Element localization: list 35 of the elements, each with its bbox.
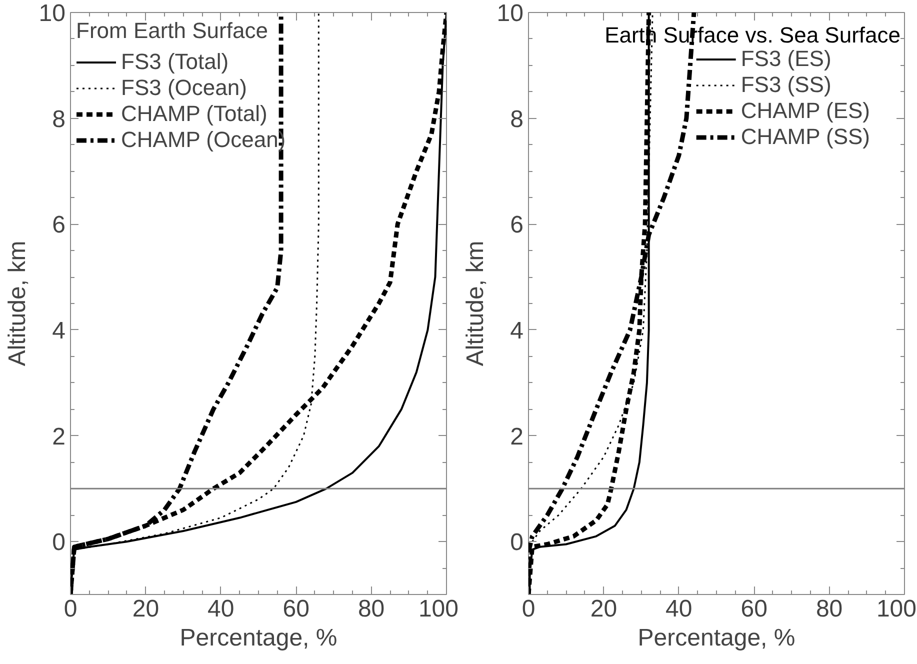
- y-tick-label: 6: [510, 212, 524, 239]
- y-tick-label: 8: [52, 106, 66, 133]
- x-tick-label: 40: [208, 596, 234, 622]
- x-tick-label: 100: [876, 596, 917, 622]
- legend-label: CHAMP (ES): [740, 98, 870, 124]
- x-axis-title: Percentage, %: [180, 624, 338, 652]
- legend-label: CHAMP (Ocean): [121, 127, 286, 153]
- x-tick-label: 80: [358, 596, 385, 622]
- y-tick-label: 8: [510, 106, 524, 133]
- legend-label: FS3 (ES): [740, 46, 832, 72]
- legend-label: FS3 (Total): [121, 49, 229, 75]
- y-tick-label: 4: [52, 317, 66, 344]
- legend-label: FS3 (Ocean): [121, 75, 247, 101]
- y-tick-label: 10: [38, 0, 66, 27]
- y-axis-title: Altitude, km: [462, 240, 489, 366]
- y-tick-label: 0: [510, 529, 524, 556]
- x-tick-label: 60: [282, 596, 310, 622]
- x-tick-label: 20: [590, 596, 618, 622]
- legend-label: FS3 (SS): [740, 72, 832, 98]
- y-tick-label: 0: [52, 529, 66, 556]
- x-tick-label: 40: [666, 596, 692, 622]
- x-tick-label: 20: [132, 596, 160, 622]
- y-axis-title: Altitude, km: [4, 240, 31, 366]
- y-tick-label: 6: [52, 212, 66, 239]
- y-tick-label: 2: [510, 423, 524, 450]
- y-tick-label: 10: [496, 0, 524, 27]
- x-axis-title: Percentage, %: [638, 624, 796, 652]
- x-tick-label: 60: [740, 596, 768, 622]
- x-tick-label: 80: [816, 596, 843, 622]
- legend-label: CHAMP (SS): [740, 124, 870, 150]
- legend-label: CHAMP (Total): [121, 101, 268, 127]
- legend-title: From Earth Surface: [76, 18, 269, 44]
- y-tick-label: 2: [52, 423, 66, 450]
- x-tick-label: 100: [418, 596, 459, 622]
- y-tick-label: 4: [510, 317, 524, 344]
